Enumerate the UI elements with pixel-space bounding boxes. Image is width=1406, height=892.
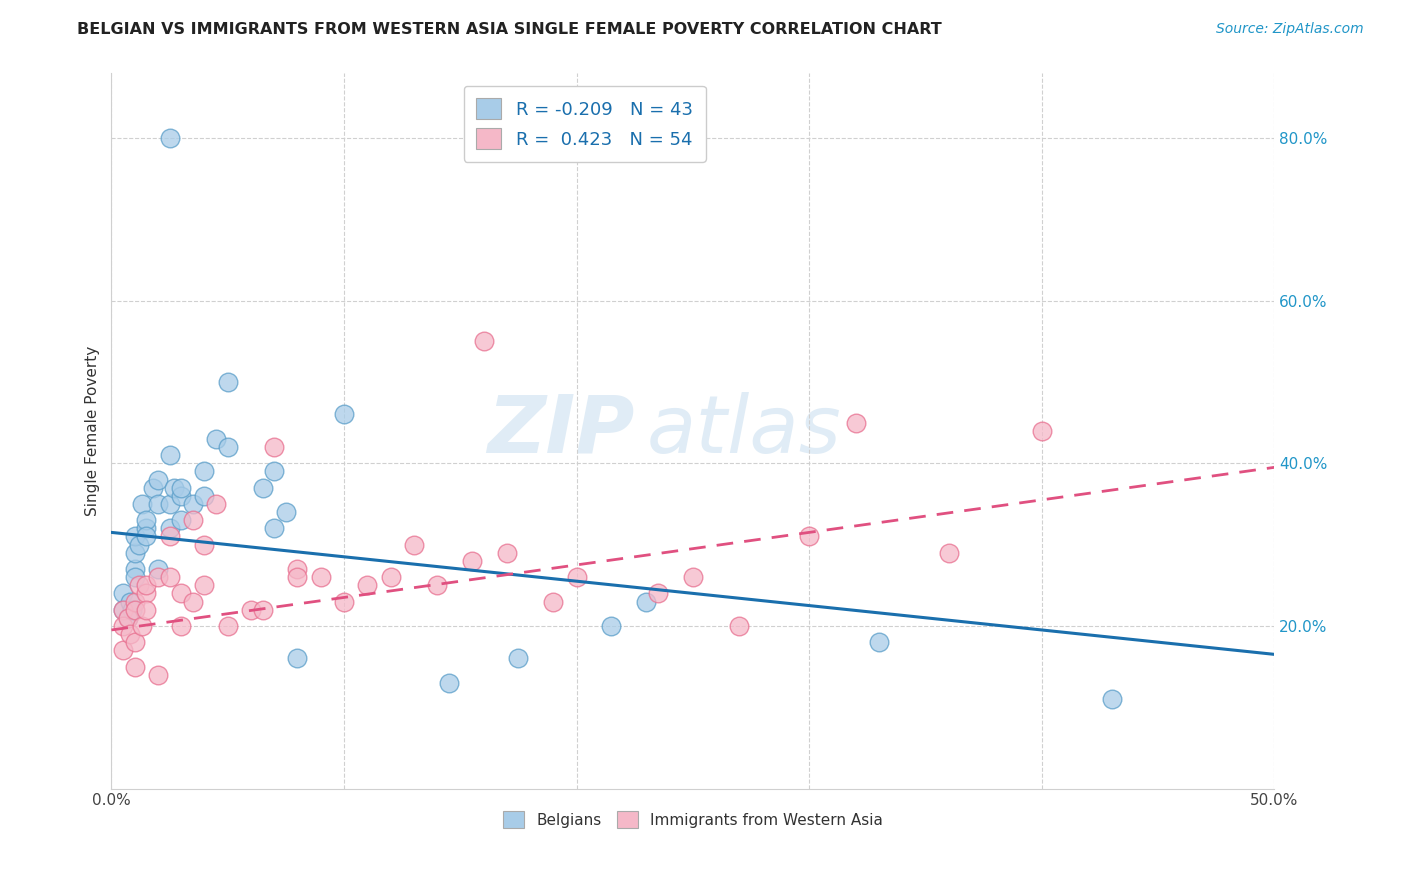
- Point: [135, 578, 157, 592]
- Point: [565, 570, 588, 584]
- Point: [193, 489, 215, 503]
- Point: [217, 440, 239, 454]
- Point: [159, 521, 181, 535]
- Point: [287, 562, 309, 576]
- Point: [124, 562, 146, 576]
- Point: [128, 538, 150, 552]
- Point: [938, 546, 960, 560]
- Legend: Belgians, Immigrants from Western Asia: Belgians, Immigrants from Western Asia: [496, 805, 890, 835]
- Point: [124, 529, 146, 543]
- Point: [181, 513, 204, 527]
- Point: [112, 602, 135, 616]
- Point: [205, 432, 228, 446]
- Point: [868, 635, 890, 649]
- Point: [287, 570, 309, 584]
- Point: [163, 481, 186, 495]
- Point: [728, 619, 751, 633]
- Point: [135, 521, 157, 535]
- Point: [159, 570, 181, 584]
- Point: [287, 651, 309, 665]
- Point: [181, 497, 204, 511]
- Point: [135, 602, 157, 616]
- Point: [170, 481, 193, 495]
- Point: [159, 529, 181, 543]
- Point: [146, 473, 169, 487]
- Point: [437, 675, 460, 690]
- Point: [508, 651, 530, 665]
- Point: [217, 619, 239, 633]
- Point: [636, 594, 658, 608]
- Point: [135, 513, 157, 527]
- Point: [333, 408, 356, 422]
- Point: [309, 570, 332, 584]
- Point: [193, 578, 215, 592]
- Point: [112, 619, 135, 633]
- Point: [170, 586, 193, 600]
- Point: [543, 594, 565, 608]
- Point: [118, 627, 141, 641]
- Point: [193, 538, 215, 552]
- Point: [263, 521, 285, 535]
- Point: [472, 334, 495, 349]
- Point: [356, 578, 378, 592]
- Point: [146, 497, 169, 511]
- Point: [124, 659, 146, 673]
- Point: [128, 578, 150, 592]
- Text: ZIP: ZIP: [488, 392, 634, 470]
- Point: [263, 440, 285, 454]
- Point: [263, 464, 285, 478]
- Point: [124, 602, 146, 616]
- Point: [142, 481, 165, 495]
- Text: Source: ZipAtlas.com: Source: ZipAtlas.com: [1216, 22, 1364, 37]
- Text: atlas: atlas: [647, 392, 841, 470]
- Point: [112, 602, 135, 616]
- Point: [461, 554, 484, 568]
- Point: [159, 497, 181, 511]
- Point: [252, 602, 274, 616]
- Point: [217, 375, 239, 389]
- Point: [402, 538, 425, 552]
- Point: [799, 529, 821, 543]
- Point: [146, 570, 169, 584]
- Point: [274, 505, 297, 519]
- Point: [124, 594, 146, 608]
- Point: [181, 594, 204, 608]
- Point: [252, 481, 274, 495]
- Point: [239, 602, 262, 616]
- Point: [124, 635, 146, 649]
- Point: [117, 611, 139, 625]
- Point: [170, 619, 193, 633]
- Point: [159, 131, 181, 145]
- Point: [121, 602, 143, 616]
- Point: [124, 546, 146, 560]
- Point: [380, 570, 402, 584]
- Y-axis label: Single Female Poverty: Single Female Poverty: [86, 345, 100, 516]
- Point: [146, 667, 169, 681]
- Point: [146, 562, 169, 576]
- Point: [135, 586, 157, 600]
- Point: [124, 570, 146, 584]
- Point: [170, 513, 193, 527]
- Point: [495, 546, 517, 560]
- Point: [600, 619, 623, 633]
- Point: [1101, 692, 1123, 706]
- Point: [117, 611, 139, 625]
- Point: [159, 448, 181, 462]
- Point: [845, 416, 868, 430]
- Point: [205, 497, 228, 511]
- Point: [131, 619, 153, 633]
- Point: [131, 497, 153, 511]
- Point: [193, 464, 215, 478]
- Point: [682, 570, 704, 584]
- Point: [426, 578, 449, 592]
- Text: BELGIAN VS IMMIGRANTS FROM WESTERN ASIA SINGLE FEMALE POVERTY CORRELATION CHART: BELGIAN VS IMMIGRANTS FROM WESTERN ASIA …: [77, 22, 942, 37]
- Point: [333, 594, 356, 608]
- Point: [112, 643, 135, 657]
- Point: [1031, 424, 1053, 438]
- Point: [118, 594, 141, 608]
- Point: [112, 586, 135, 600]
- Point: [135, 529, 157, 543]
- Point: [170, 489, 193, 503]
- Point: [647, 586, 669, 600]
